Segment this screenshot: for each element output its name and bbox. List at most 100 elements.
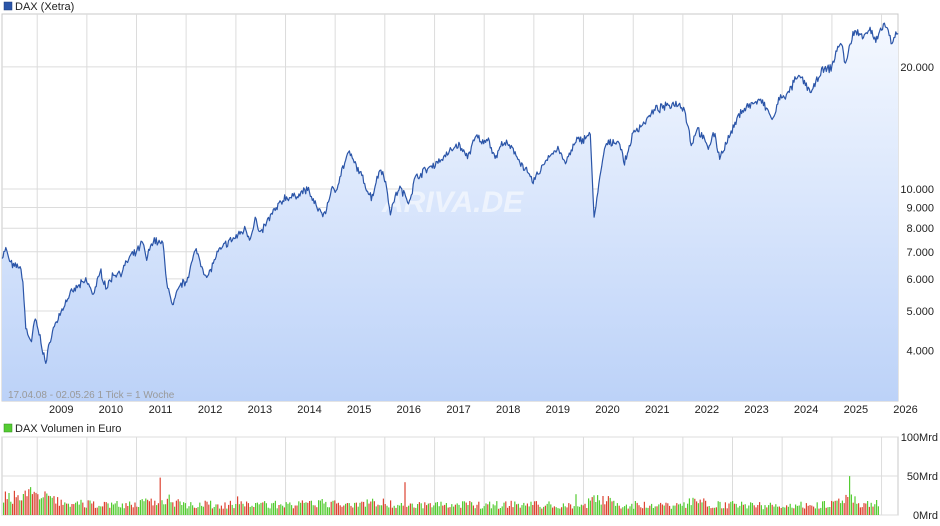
volume-bar <box>651 503 653 515</box>
volume-bar <box>780 508 782 515</box>
volume-bar <box>843 503 845 515</box>
legend-swatch-dax <box>3 1 13 11</box>
volume-bar <box>314 505 316 515</box>
volume-bar <box>481 508 483 515</box>
volume-bar <box>598 500 600 515</box>
volume-bar <box>449 507 451 515</box>
volume-bar <box>510 500 512 515</box>
volume-bar <box>638 505 640 515</box>
volume-bar <box>579 506 581 515</box>
volume-bar <box>37 494 39 515</box>
volume-bar <box>244 506 246 515</box>
volume-bar <box>451 504 453 515</box>
volume-bar <box>134 502 136 515</box>
volume-bar <box>559 508 561 515</box>
volume-bar <box>278 505 280 515</box>
volume-bar <box>152 505 154 515</box>
volume-bar <box>507 507 509 515</box>
volume-bar <box>377 504 379 515</box>
volume-bar <box>678 504 680 515</box>
volume-bar <box>303 502 305 515</box>
volume-bar <box>829 507 831 515</box>
volume-bar <box>490 508 492 515</box>
volume-bar <box>609 497 611 515</box>
volume-bar <box>348 503 350 515</box>
volume-bar <box>91 503 93 515</box>
y-tick-label: 9.000 <box>906 203 934 215</box>
volume-bar <box>777 506 779 515</box>
volume-bar <box>224 502 226 515</box>
volume-bar <box>130 504 132 515</box>
volume-bar <box>733 503 735 515</box>
volume-bar <box>233 508 235 515</box>
volume-bar <box>206 501 208 515</box>
volume-bar <box>724 502 726 515</box>
volume-bar <box>694 498 696 515</box>
volume-bar <box>80 499 82 515</box>
volume-bar <box>465 502 467 515</box>
volume-bar <box>384 504 386 515</box>
volume-bar <box>861 507 863 515</box>
volume-bar <box>544 505 546 515</box>
volume-bar <box>546 503 548 515</box>
volume-bar <box>355 502 357 515</box>
volume-bar <box>143 501 145 515</box>
volume-bar <box>202 506 204 515</box>
volume-bar <box>530 501 532 515</box>
volume-bar <box>548 501 550 515</box>
volume-bar <box>166 498 168 515</box>
volume-bar <box>287 503 289 515</box>
y-tick-label: 4.000 <box>906 345 934 357</box>
volume-bar <box>519 507 521 515</box>
volume-bar <box>422 508 424 515</box>
volume-bar <box>692 497 694 515</box>
x-tick-label: 2012 <box>198 404 222 416</box>
volume-bar <box>445 503 447 515</box>
volume-bar <box>46 493 48 515</box>
volume-bar <box>760 505 762 515</box>
volume-bar <box>795 504 797 515</box>
volume-bar <box>60 499 62 515</box>
volume-bar <box>712 507 714 515</box>
volume-bar <box>69 506 71 515</box>
volume-bar <box>793 508 795 515</box>
volume-bar <box>633 508 635 515</box>
volume-bar <box>386 505 388 515</box>
volume-bar <box>57 497 59 515</box>
volume-bar <box>850 494 852 515</box>
volume-bar <box>575 494 577 515</box>
volume-bar <box>669 505 671 515</box>
volume-bar <box>501 506 503 515</box>
legend-label-volume: DAX Volumen in Euro <box>15 423 121 435</box>
volume-bar <box>292 508 294 515</box>
volume-bar <box>258 504 260 515</box>
volume-bar <box>204 500 206 515</box>
x-tick-label: 2020 <box>595 404 619 416</box>
volume-bar <box>363 501 365 515</box>
volume-bar <box>550 504 552 515</box>
volume-bar <box>40 498 42 515</box>
volume-bar <box>84 507 86 515</box>
volume-bar <box>318 500 320 515</box>
volume-bar <box>309 501 311 515</box>
volume-bar <box>492 504 494 515</box>
volume-bar <box>494 505 496 515</box>
volume-bar <box>607 496 609 515</box>
volume-bar <box>15 497 17 515</box>
volume-bar <box>8 493 10 515</box>
volume-bar <box>732 501 734 515</box>
volume-bar <box>354 502 356 515</box>
volume-bar <box>852 502 854 515</box>
volume-bar <box>868 506 870 515</box>
volume-bar <box>703 498 705 515</box>
volume-bar <box>472 505 474 515</box>
main-x-axis: 2009 2010 2011 2012 2013 2014 2015 2016 2017 2018… <box>49 404 918 416</box>
volume-bar <box>217 504 219 515</box>
volume-bar <box>586 508 588 515</box>
volume-bar <box>768 505 770 515</box>
volume-bar <box>847 497 849 515</box>
volume-bar <box>352 507 354 515</box>
volume-bar <box>19 500 21 515</box>
volume-bar <box>105 502 107 515</box>
volume-bar <box>438 506 440 515</box>
